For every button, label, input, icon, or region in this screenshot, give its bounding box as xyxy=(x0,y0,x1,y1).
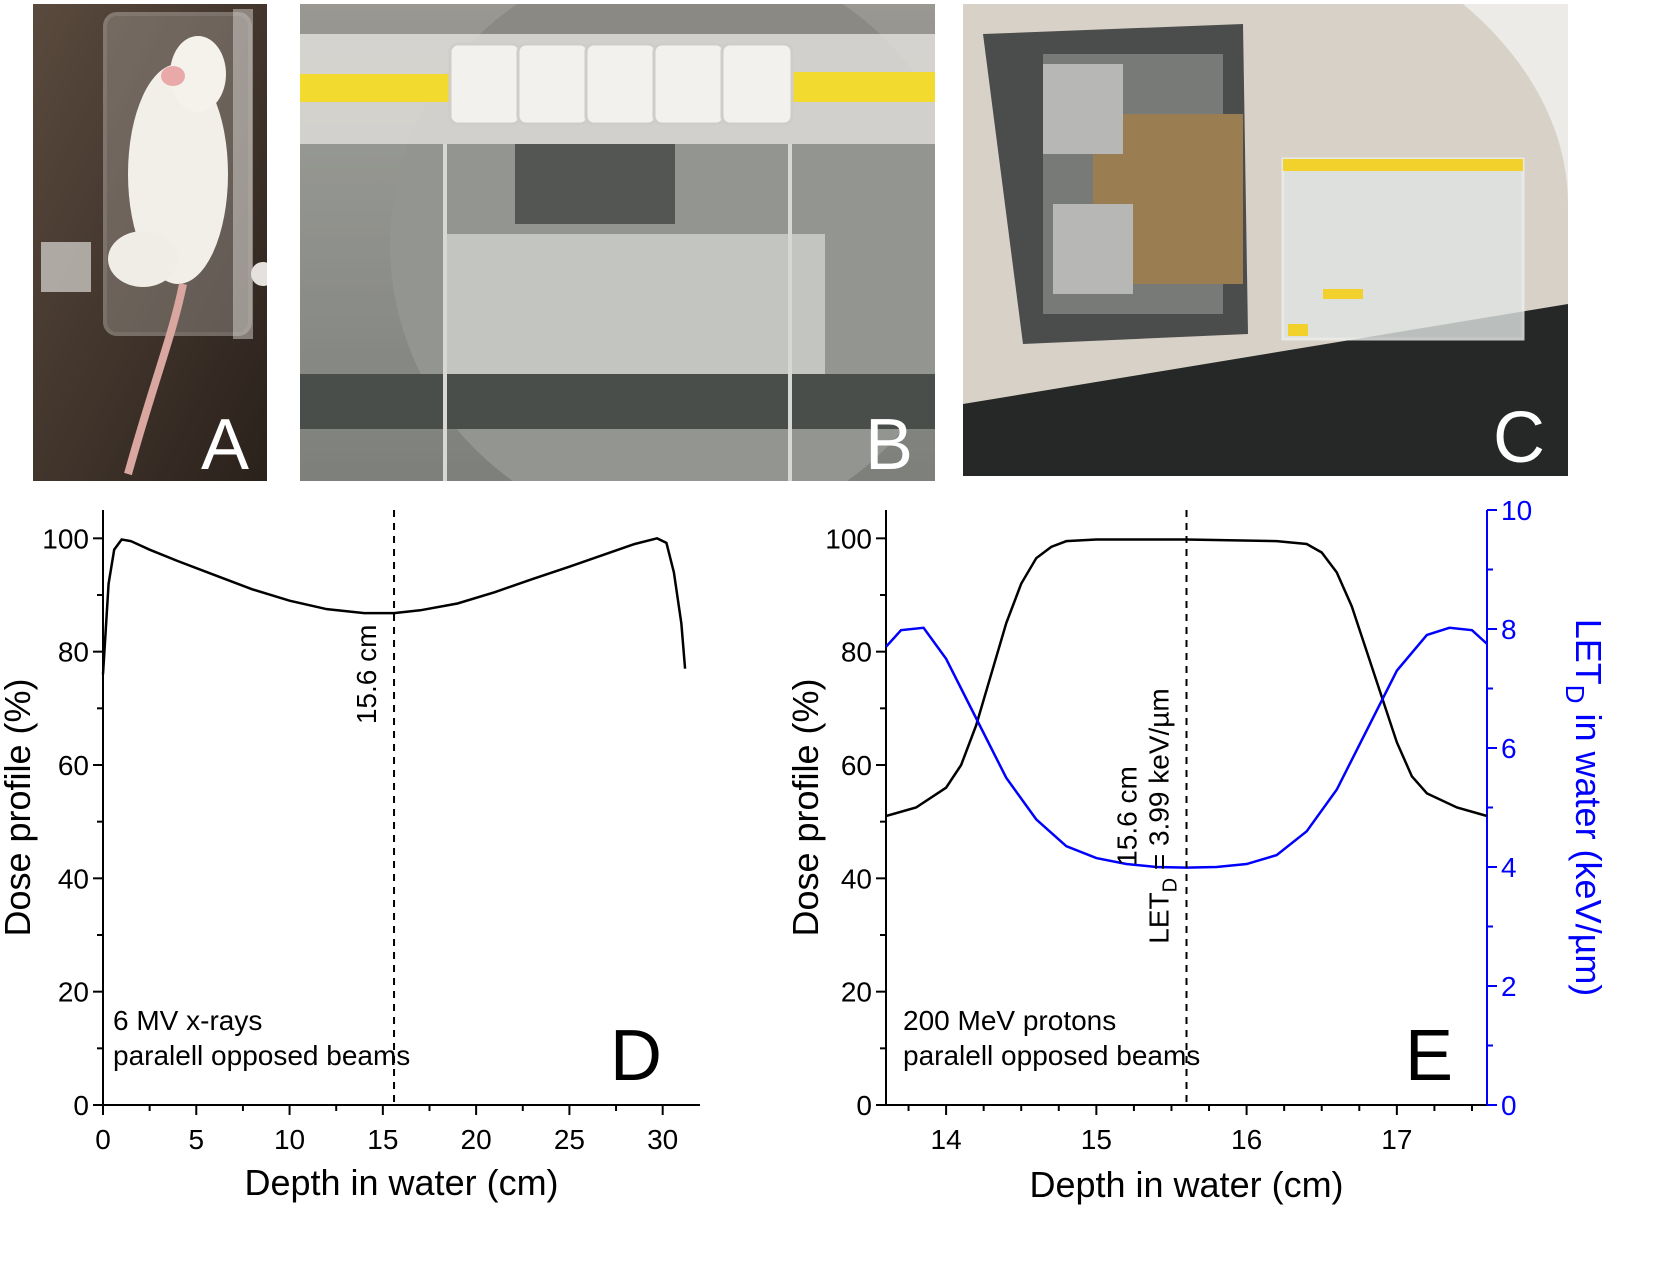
chart-d-panel-letter: D xyxy=(610,1016,662,1096)
chart-d-vline-label: 15.6 cm xyxy=(351,625,382,725)
chart-e-panel-letter: E xyxy=(1405,1016,1453,1096)
chart-e-xtick-label: 15 xyxy=(1081,1124,1112,1155)
chart-d-ylabel: Dose profile (%) xyxy=(0,678,38,936)
chart-d-dose-line xyxy=(101,537,687,675)
chart-d-xtick-label: 20 xyxy=(461,1124,492,1155)
chart-e-y2tick-label: 4 xyxy=(1501,852,1517,883)
chart-e-ytick-label: 80 xyxy=(841,637,872,668)
photo-panel-c: C xyxy=(963,4,1568,476)
chart-e-ytick-label: 0 xyxy=(856,1090,872,1121)
chart-e-ylabel: Dose profile (%) xyxy=(785,678,826,936)
chart-e-ytick-label: 60 xyxy=(841,750,872,781)
photo-panel-a: A xyxy=(33,4,267,481)
chart-e-annotation-1: 200 MeV protons xyxy=(903,1005,1116,1036)
chart-d-ytick-label: 40 xyxy=(58,863,89,894)
chart-d-ytick-label: 80 xyxy=(58,637,89,668)
chart-e-xtick-label: 14 xyxy=(931,1124,962,1155)
chart-e-annotation-2: paralell opposed beams xyxy=(903,1040,1200,1071)
chart-e-xlabel: Depth in water (cm) xyxy=(1029,1164,1343,1205)
chart-e-ytick-label: 40 xyxy=(841,863,872,894)
chart-e-ytick-label: 20 xyxy=(841,977,872,1008)
chart-d-annotation-1: 6 MV x-rays xyxy=(113,1005,262,1036)
chart-d-ytick-label: 60 xyxy=(58,750,89,781)
chart-d: 0 20 40 60 80 100 0 5 10 15 20 25 30 15.6 cm 6 MV x-… xyxy=(0,510,700,1203)
chart-e-axes: 0 20 40 60 80 100 0 2 4 6 8 10 14 15 16 17 xyxy=(825,500,1532,1155)
photo-letter-b: B xyxy=(865,405,913,481)
chart-d-xtick-label: 5 xyxy=(188,1124,204,1155)
chart-e-y2tick-label: 8 xyxy=(1501,614,1517,645)
chart-d-xtick-label: 15 xyxy=(367,1124,398,1155)
photo-proton-nozzle: C xyxy=(963,4,1568,476)
chart-e-ytick-label: 100 xyxy=(825,523,872,554)
chart-d-xtick-label: 0 xyxy=(95,1124,111,1155)
chart-e-xtick-label: 16 xyxy=(1231,1124,1262,1155)
chart-d-xtick-label: 30 xyxy=(647,1124,678,1155)
chart-e-y2-main: LET xyxy=(1568,619,1609,685)
chart-d-ytick-label: 0 xyxy=(73,1090,89,1121)
chart-e-let-rest: = 3.99 keV/µm xyxy=(1144,688,1175,878)
chart-e-y2-rest: in water (keV/µm) xyxy=(1568,704,1609,997)
photo-letter-c: C xyxy=(1493,398,1545,476)
chart-d-xtick-label: 25 xyxy=(554,1124,585,1155)
photo-letter-a: A xyxy=(201,405,249,481)
chart-e-xtick-label: 17 xyxy=(1381,1124,1412,1155)
chart-d-xtick-label: 10 xyxy=(274,1124,305,1155)
chart-d-ytick-label: 100 xyxy=(42,523,89,554)
photo-water-phantom-mice: B xyxy=(300,4,935,481)
chart-e-y2tick-label: 0 xyxy=(1501,1090,1517,1121)
chart-e-y2-sub: D xyxy=(1560,685,1590,704)
chart-e-let-main: LET xyxy=(1144,892,1175,943)
chart-e-vline-label-depth: 15.6 cm xyxy=(1112,766,1143,866)
chart-e-y2tick-label: 6 xyxy=(1501,733,1517,764)
chart-e-vline-label-let: LETD = 3.99 keV/µm xyxy=(1144,688,1182,943)
chart-d-axes: 0 20 40 60 80 100 0 5 10 15 20 25 30 xyxy=(42,510,700,1155)
chart-e-let-sub: D xyxy=(1160,878,1182,892)
chart-d-annotation-2: paralell opposed beams xyxy=(113,1040,410,1071)
chart-d-ytick-label: 20 xyxy=(58,977,89,1008)
photo-mouse-in-holder: A xyxy=(33,4,267,481)
photo-panel-b: B xyxy=(300,4,935,481)
chart-d-xlabel: Depth in water (cm) xyxy=(244,1162,558,1203)
chart-e-y2tick-label: 10 xyxy=(1501,500,1532,526)
chart-e-y2tick-label: 2 xyxy=(1501,971,1517,1002)
chart-e-y2label: LETD in water (keV/µm) xyxy=(1560,619,1609,997)
